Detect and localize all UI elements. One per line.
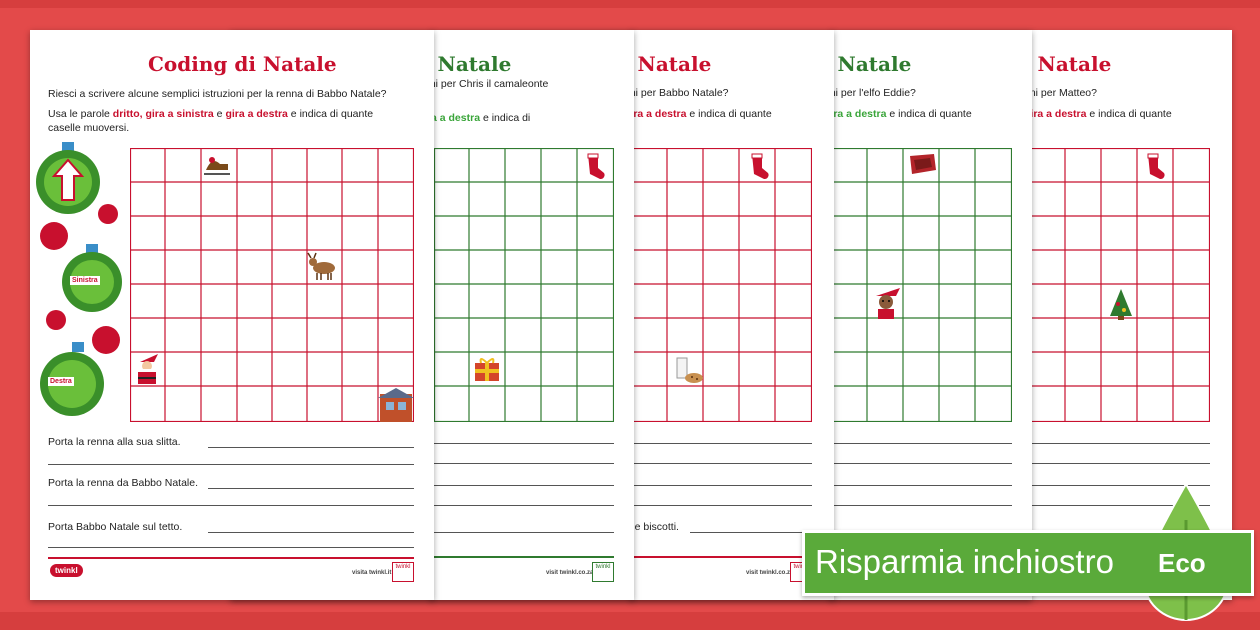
badge: twinkl — [592, 562, 614, 582]
grid-5 — [1030, 148, 1210, 422]
stocking-icon — [1147, 153, 1165, 180]
sheet-title: Coding di Natale — [148, 52, 337, 76]
sheet-intro: oni per Chris il camaleonte — [424, 78, 549, 90]
grid-2 — [434, 148, 614, 422]
tree-icon — [1110, 289, 1132, 320]
footer-url: visit twinkl.co.za — [546, 570, 594, 576]
reindeer-icon — [307, 252, 335, 280]
badge: twinkl — [392, 562, 414, 582]
santa-icon — [138, 354, 158, 384]
sheet-intro: oni per l'elfo Eddie? — [824, 87, 916, 99]
left-arrow-label: Sinistra — [70, 276, 100, 285]
milk-cookies-icon — [676, 357, 703, 383]
grid-3 — [632, 148, 812, 422]
stocking-icon — [751, 153, 769, 180]
banner-text: Risparmia inchiostro — [815, 543, 1114, 580]
task-3: Porta Babbo Natale sul tetto. — [48, 521, 183, 533]
sheet-instruction: Usa le parole dritto, gira a sinistra e … — [48, 108, 374, 120]
twinkl-logo: twinkl — [50, 564, 83, 577]
elf-icon — [876, 288, 900, 319]
footer-url: visita twinkl.it — [352, 570, 392, 576]
sheet-instruction: gira a destra e indica di quante — [1024, 108, 1172, 120]
sheet-title: i Natale — [1023, 52, 1112, 76]
eco-label: Eco — [1158, 548, 1206, 578]
arrow-up-icon — [51, 158, 85, 201]
footer-url: visit twinkl.co.za — [746, 570, 794, 576]
rug-icon — [910, 154, 936, 174]
right-arrow-label: Destra — [48, 377, 74, 386]
sheet-intro: oni per Babbo Natale? — [624, 87, 729, 99]
task-2: Porta la renna da Babbo Natale. — [48, 477, 199, 489]
sheet-intro: oni per Matteo? — [1024, 87, 1097, 99]
grid-4 — [832, 148, 1012, 422]
grid-1 — [130, 148, 414, 422]
task-partial: tte e biscotti. — [620, 521, 679, 533]
stocking-icon — [587, 153, 605, 180]
house-icon — [378, 388, 414, 422]
gift-icon — [475, 358, 499, 381]
sheet-instruction: ira a destra e indica di — [424, 112, 531, 124]
sheet-instruction: gira a destra e indica di quante — [824, 108, 972, 120]
sheet-title: i Natale — [623, 52, 712, 76]
sheet-intro: Riesci a scrivere alcune semplici istruz… — [48, 88, 387, 100]
sheet-instruction: gira a destra e indica di quante — [624, 108, 772, 120]
sheet-title: i Natale — [423, 52, 512, 76]
sheet-title: i Natale — [823, 52, 912, 76]
sheet-instruction-2: caselle muoversi. — [48, 122, 130, 134]
task-1: Porta la renna alla sua slitta. — [48, 436, 181, 448]
save-ink-banner: Risparmia inchiostro — [802, 530, 1254, 596]
sleigh-icon — [204, 157, 230, 175]
worksheet-1: Coding di Natale Riesci a scrivere alcun… — [30, 30, 434, 600]
